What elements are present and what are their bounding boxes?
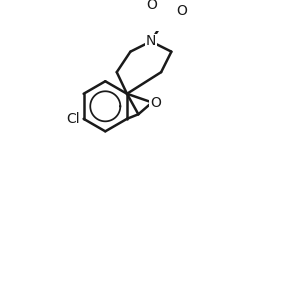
Text: O: O <box>150 95 161 110</box>
Text: N: N <box>146 35 156 48</box>
Text: O: O <box>151 96 162 110</box>
Text: O: O <box>147 0 158 12</box>
Text: O: O <box>176 4 187 18</box>
Text: Cl: Cl <box>67 112 80 126</box>
